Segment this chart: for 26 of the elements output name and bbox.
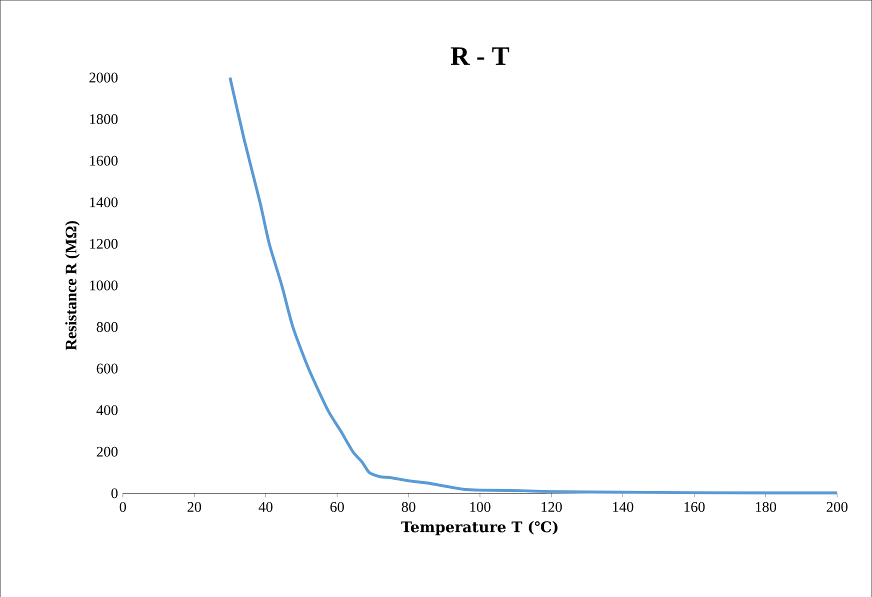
y-tick-label: 1200: [90, 238, 118, 249]
x-tick-label: 100: [470, 502, 490, 512]
y-tick-label: 200: [96, 446, 118, 456]
y-tick-label: 400: [96, 404, 118, 415]
y-axis-title: Resistance R (MΩ): [65, 220, 80, 350]
y-tick-label: 600: [96, 363, 118, 374]
x-tick-label: 180: [756, 502, 776, 512]
x-tick-label: 200: [826, 502, 848, 512]
x-tick-label: 160: [684, 502, 705, 512]
y-tick-label: 800: [96, 322, 118, 332]
y-tick-label: 1400: [90, 197, 118, 207]
x-tick-label: 0: [120, 502, 126, 512]
y-tick-label: 1800: [90, 114, 118, 124]
y-tick-label: 1000: [90, 280, 118, 290]
x-axis-title: Temperature T (℃): [401, 520, 558, 535]
x-tick-label: 60: [330, 502, 344, 512]
x-tick-label: 20: [188, 502, 202, 512]
x-tick-label: 120: [542, 502, 562, 512]
chart-title: R - T: [450, 47, 510, 65]
y-tick-label: 2000: [89, 72, 118, 82]
y-tick-label: 1600: [90, 156, 118, 166]
x-tick-label: 80: [402, 502, 416, 512]
y-tick-label: 0: [111, 488, 118, 498]
x-tick-label: 140: [613, 502, 634, 512]
x-tick-label: 40: [258, 502, 272, 512]
line-series: [228, 76, 839, 494]
